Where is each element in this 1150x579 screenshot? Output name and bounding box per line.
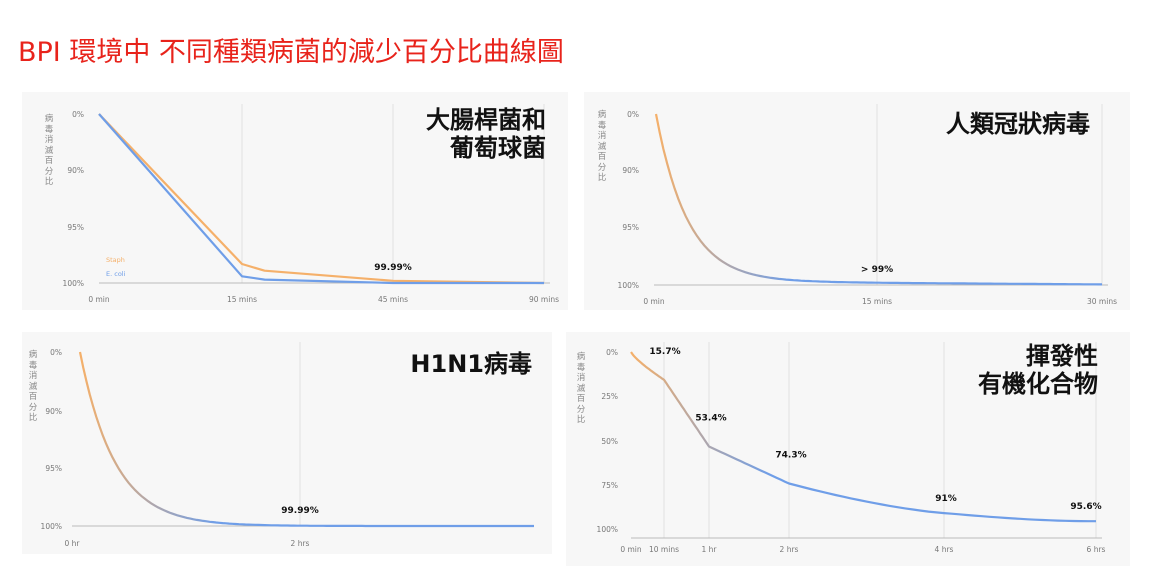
x-tick-label: 45 mins [378,295,408,304]
y-axis-label: 病毒消滅百分比 [44,114,54,187]
y-tick-label: 100% [618,281,639,290]
x-tick-label: 15 mins [227,295,257,304]
x-tick-label: 0 min [88,295,110,304]
chart-h1n1: 0% 90% 95% 100%0 hr 2 hrs 99.99% [41,342,534,548]
y-axis-label: 病毒消滅百分比 [597,110,607,183]
series-line [654,113,1102,286]
data-label: 74.3% [775,451,806,461]
data-label: 91% [935,494,957,504]
y-tick-label: 75% [601,481,618,490]
y-axis-label: 病毒消滅百分比 [28,350,38,423]
y-tick-label: 0% [606,348,618,357]
y-tick-label: 0% [72,110,84,119]
chart-title-line: 葡萄球菌 [450,134,546,162]
x-tick-label: 4 hrs [935,545,954,554]
x-tick-label: 10 mins [649,545,679,554]
data-label: 99.99% [374,263,412,273]
x-tick-label: 1 hr [702,545,718,554]
series-line [78,351,534,528]
legend-ecoli: E. coli [106,270,126,278]
chart-title-line: 大腸桿菌和 [426,106,546,134]
chart-title-line: 人類冠狀病毒 [946,110,1090,138]
data-label: 95.6% [1070,502,1101,512]
series-line [630,351,1096,523]
series-line-ecoli [98,113,544,285]
chart-title-line: 有機化合物 [978,370,1098,398]
y-tick-label: 50% [601,437,618,446]
chart-title: 人類冠狀病毒 [946,110,1090,138]
series-line-staph [98,113,545,285]
y-tick-label: 95% [45,464,62,473]
y-tick-label: 0% [50,348,62,357]
chart-voc: 0% 25% 50% 75% 100% 0 min 10 mins 1 hr 2 hrs 4 hr… [597,342,1106,554]
chart-panel-voc: 0% 25% 50% 75% 100% 0 min 10 mins 1 hr 2 hrs 4 hr… [566,332,1130,566]
chart-panel-ecoli-staph: 0% 90% 95% 100% 0 min 15 mins 45 mins 90 mins St… [22,92,568,310]
x-tick-label: 90 mins [529,295,559,304]
chart-title: 大腸桿菌和 葡萄球菌 [426,106,546,162]
y-tick-label: 100% [41,522,62,531]
x-tick-label: 6 hrs [1087,545,1106,554]
x-tick-label: 2 hrs [780,545,799,554]
chart-human-coronavirus: 0% 90% 95% 100% 0 min 15 mins 30 mins > 99% [618,104,1117,306]
y-tick-label: 95% [67,223,84,232]
chart-panel-human-coronavirus: 0% 90% 95% 100% 0 min 15 mins 30 mins > 99% 病毒消… [584,92,1130,310]
x-tick-label: 30 mins [1087,297,1117,306]
chart-title-line: 揮發性 [1026,342,1098,370]
data-label: > 99% [861,265,893,275]
x-tick-label: 15 mins [862,297,892,306]
legend-staph: Staph [106,256,125,264]
page-title: BPI 環境中 不同種類病菌的減少百分比曲線圖 [18,37,564,68]
x-tick-label: 0 hr [65,539,81,548]
data-label: 53.4% [695,414,726,424]
y-tick-label: 90% [622,166,639,175]
chart-title: H1N1病毒 [410,350,532,378]
x-tick-label: 2 hrs [291,539,310,548]
y-tick-label: 100% [597,525,618,534]
y-tick-label: 95% [622,223,639,232]
data-label: 15.7% [649,347,680,357]
x-tick-label: 0 min [620,545,642,554]
y-tick-label: 90% [45,407,62,416]
data-label: 99.99% [281,506,319,516]
y-tick-label: 90% [67,166,84,175]
chart-ecoli-staph: 0% 90% 95% 100% 0 min 15 mins 45 mins 90 mins St… [63,104,559,304]
x-tick-label: 0 min [643,297,665,306]
y-axis-label: 病毒消滅百分比 [576,352,586,425]
chart-title: 揮發性 有機化合物 [978,342,1098,398]
chart-title-line: H1N1病毒 [410,350,532,378]
chart-panel-h1n1: 0% 90% 95% 100% 0 hr 2 hrs 99.99% 病毒消滅百分比 H1N1… [22,332,552,554]
y-tick-label: 25% [601,392,618,401]
y-tick-label: 0% [627,110,639,119]
y-tick-label: 100% [63,279,84,288]
